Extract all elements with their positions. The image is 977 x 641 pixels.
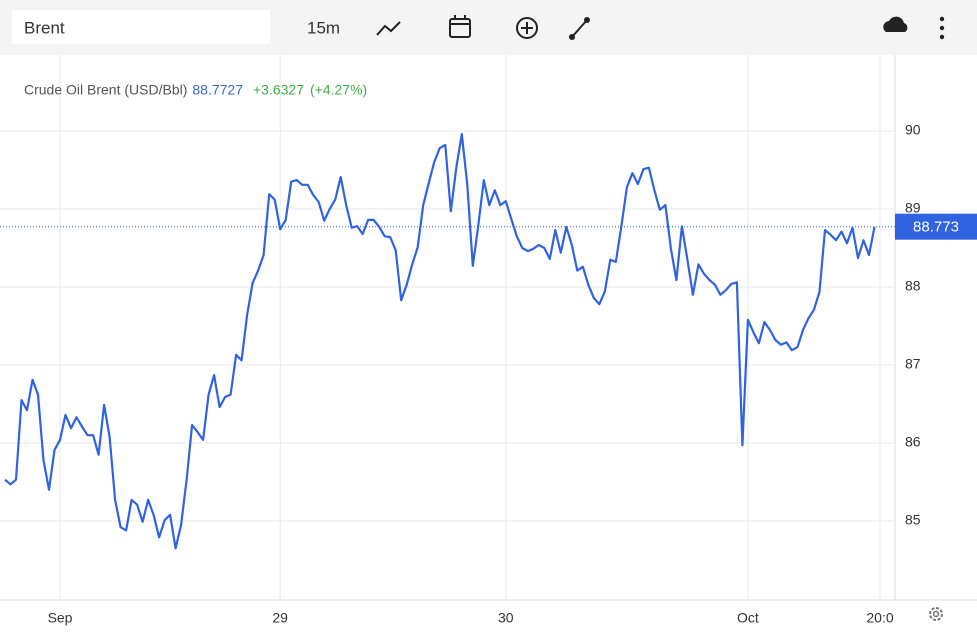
y-tick-label: 88 — [905, 278, 921, 294]
interval[interactable]: 15m — [307, 18, 340, 37]
draw-icon[interactable] — [569, 17, 590, 40]
y-tick-label: 86 — [905, 434, 921, 450]
y-tick-label: 89 — [905, 200, 921, 216]
price-line — [4, 133, 876, 550]
y-tick-label: 87 — [905, 356, 921, 372]
chart-type-icon[interactable] — [376, 21, 401, 36]
y-tick-label: 85 — [905, 512, 921, 528]
download-icon[interactable] — [883, 16, 908, 32]
x-tick-label: 29 — [272, 610, 288, 626]
calendar-icon[interactable] — [449, 15, 471, 38]
symbol: Brent — [24, 18, 65, 37]
menu-icon[interactable] — [939, 16, 945, 40]
settings-icon[interactable] — [929, 607, 943, 621]
x-tick-label: 30 — [498, 610, 514, 626]
y-tick-label: 90 — [905, 122, 921, 138]
x-tick-label: 20:0 — [866, 610, 893, 626]
x-tick-label: Sep — [48, 610, 73, 626]
price-change-pct: (+4.27%) — [310, 82, 367, 98]
current-price-label: 88.773 — [913, 219, 959, 236]
current-price-badge — [895, 213, 977, 240]
price-change: +3.6327 — [253, 82, 304, 98]
add-indicator-icon[interactable] — [516, 17, 538, 39]
search-box[interactable] — [12, 10, 270, 44]
x-tick-label: Oct — [737, 610, 759, 626]
instrument-title: Crude Oil Brent (USD/Bbl) — [24, 82, 187, 98]
last-price: 88.7727 — [192, 82, 243, 98]
plot — [0, 55, 895, 600]
